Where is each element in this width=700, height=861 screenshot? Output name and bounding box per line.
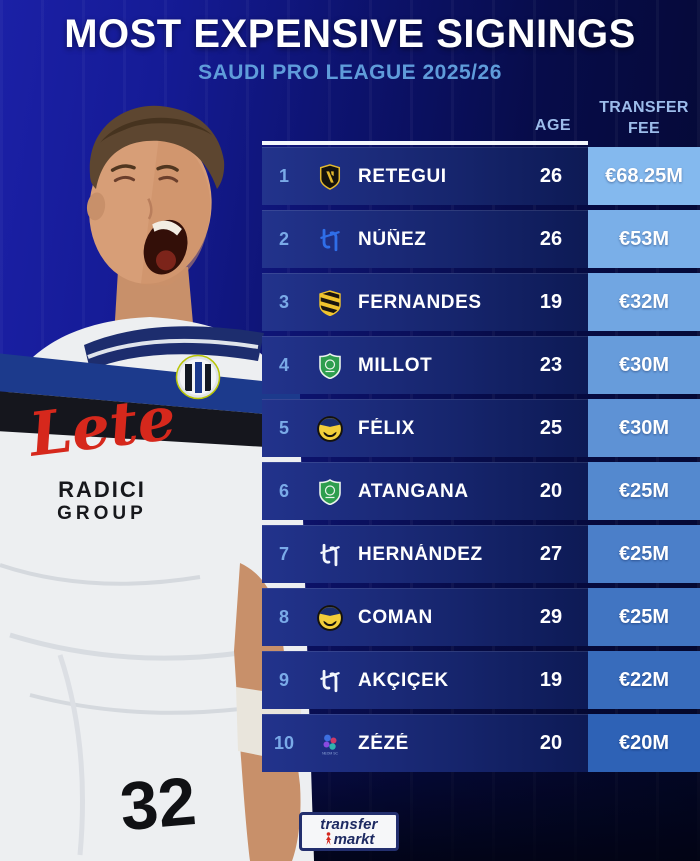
jersey-sponsor2-line2: GROUP [57,503,147,524]
column-header-transfer-fee-line1: TRANSFER [599,99,689,116]
transfer-fee-value: €68.25M [588,147,700,205]
column-header-age: AGE [534,117,572,134]
table-row-main: 1 RETEGUI 26 [262,147,588,205]
svg-text:NEOM SC: NEOM SC [322,751,338,755]
table-row: 7 HERNÁNDEZ 27 €25M [262,525,700,583]
table-row-main: 7 HERNÁNDEZ 27 [262,525,588,583]
rank-value: 2 [278,229,289,249]
table-row: 9 AKÇIÇEK 19 €22M [262,651,700,709]
age-value: 19 [539,291,563,313]
player-name: RETEGUI [358,165,447,187]
page-title: MOST EXPENSIVE SIGNINGS [64,12,636,56]
transfermarkt-logo: transfer markt [299,812,399,851]
transfer-fee-value: €25M [588,525,700,583]
table-row: 3 FERNANDES 19 €32M [262,273,700,331]
transfermarkt-logo-line1: transfer [320,815,378,833]
table-row-main: 2 NÚÑEZ 26 [262,210,588,268]
club-badge-icon [316,667,344,695]
age-value: 20 [539,732,563,754]
age-value: 27 [539,543,563,565]
player-name: COMAN [358,606,433,628]
transfermarkt-player-icon [325,832,331,845]
page-subtitle: SAUDI PRO LEAGUE 2025/26 [198,61,502,84]
table-row: 2 NÚÑEZ 26 €53M [262,210,700,268]
age-value: 26 [539,165,563,187]
table-row: 4 MILLOT 23 €30M [262,336,700,394]
rank-value: 10 [273,733,295,753]
transfer-fee-value: €53M [588,210,700,268]
table-row-main: 4 MILLOT 23 [262,336,588,394]
column-header-transfer-fee: TRANSFER FEE [588,97,700,139]
table-row: 10 NEOM SC ZÉZÉ 20 €20M [262,714,700,772]
transfermarkt-logo-line2: markt [333,830,375,848]
rank-value: 6 [278,481,289,501]
table-row-main: 9 AKÇIÇEK 19 [262,651,588,709]
jersey-sponsor2-line1: RADICI [58,477,146,502]
column-header-transfer-fee-line2: FEE [627,120,661,137]
rank-value: 7 [278,544,289,564]
table-row-main: 5 FÉLIX 25 [262,399,588,457]
rank-value: 1 [278,166,289,186]
age-value: 25 [539,417,563,439]
player-name: HERNÁNDEZ [358,543,483,565]
club-badge-icon [316,163,344,191]
club-badge-icon [316,478,344,506]
table-row: 5 FÉLIX 25 €30M [262,399,700,457]
transfer-fee-value: €32M [588,273,700,331]
table-row: 8 COMAN 29 €25M [262,588,700,646]
table-row: 1 RETEGUI 26 €68.25M [262,147,700,205]
transfer-fee-value: €22M [588,651,700,709]
rank-value: 8 [278,607,289,627]
table-rows: 1 RETEGUI 26 €68.25M 2 NÚÑEZ 26 €53M 3 F… [262,147,700,777]
club-badge-icon [316,352,344,380]
age-value: 23 [539,354,563,376]
transfer-fee-value: €25M [588,588,700,646]
age-value: 29 [539,606,563,628]
age-value: 20 [539,480,563,502]
player-name: AKÇIÇEK [358,669,449,691]
club-badge-icon: NEOM SC [316,730,344,758]
player-name: ZÉZÉ [358,732,409,754]
rank-value: 9 [278,670,289,690]
transfer-fee-value: €30M [588,399,700,457]
club-badge-icon [316,226,344,254]
rank-value: 5 [278,418,289,438]
shirt-number: 32 [117,763,199,845]
player-name: FERNANDES [358,291,482,313]
age-value: 26 [539,228,563,250]
table-row-main: 6 ATANGANA 20 [262,462,588,520]
transfer-fee-value: €25M [588,462,700,520]
player-name: NÚÑEZ [358,228,427,250]
signings-table: AGE TRANSFER FEE 1 RETEGUI 26 €68.25M 2 … [262,95,700,795]
club-badge-icon [316,415,344,443]
club-badge-icon [316,289,344,317]
table-row: 6 ATANGANA 20 €25M [262,462,700,520]
club-badge-icon [316,541,344,569]
table-row-main: 8 COMAN 29 [262,588,588,646]
table-row-main: 3 FERNANDES 19 [262,273,588,331]
transfer-fee-value: €30M [588,336,700,394]
player-name: FÉLIX [358,417,415,439]
club-badge-icon [316,604,344,632]
rank-value: 3 [278,292,289,312]
player-name: MILLOT [358,354,433,376]
table-row-main: 10 NEOM SC ZÉZÉ 20 [262,714,588,772]
age-value: 19 [539,669,563,691]
transfer-fee-value: €20M [588,714,700,772]
rank-value: 4 [278,355,289,375]
player-name: ATANGANA [358,480,469,502]
transfermarkt-logo-line2-wrap: markt [324,830,375,848]
table-top-divider [262,141,588,145]
